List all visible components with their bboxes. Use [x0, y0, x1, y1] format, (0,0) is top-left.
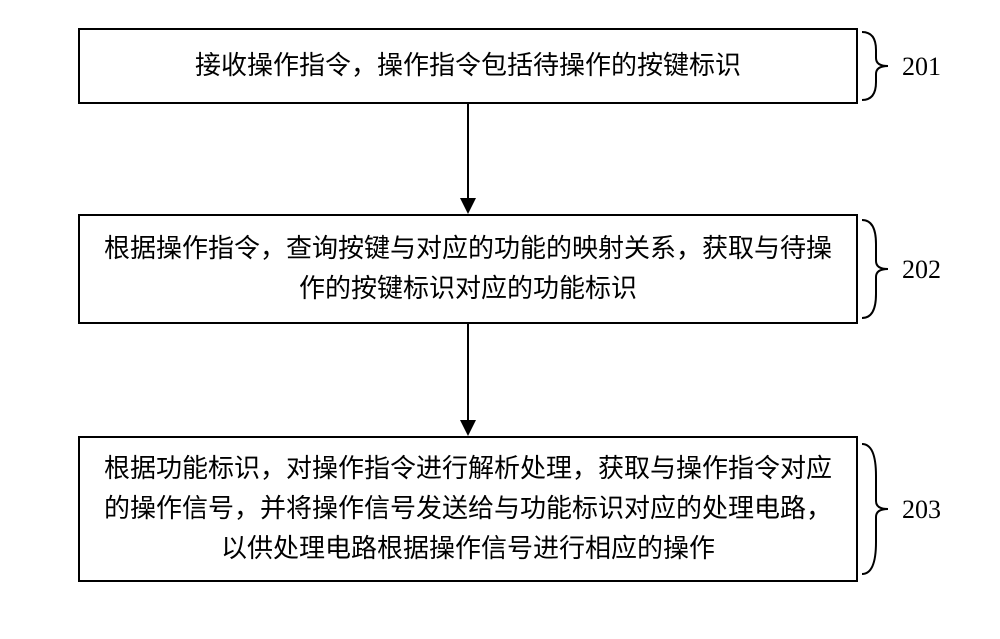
flow-node-1-text: 接收操作指令，操作指令包括待操作的按键标识	[195, 46, 741, 86]
flow-label-1: 201	[902, 52, 941, 82]
flow-node-2: 根据操作指令，查询按键与对应的功能的映射关系，获取与待操作的按键标识对应的功能标…	[78, 214, 858, 324]
flow-label-3: 203	[902, 495, 941, 525]
brace-1	[858, 28, 898, 104]
flow-label-2: 202	[902, 255, 941, 285]
flow-arrow-2	[456, 324, 480, 436]
brace-3	[858, 436, 898, 582]
flow-node-1: 接收操作指令，操作指令包括待操作的按键标识	[78, 28, 858, 104]
flow-node-3: 根据功能标识，对操作指令进行解析处理，获取与操作指令对应的操作信号，并将操作信号…	[78, 436, 858, 582]
flow-arrow-1	[456, 104, 480, 214]
flow-node-2-text: 根据操作指令，查询按键与对应的功能的映射关系，获取与待操作的按键标识对应的功能标…	[94, 229, 842, 310]
flowchart-canvas: 接收操作指令，操作指令包括待操作的按键标识 201 根据操作指令，查询按键与对应…	[0, 0, 1000, 639]
brace-2	[858, 214, 898, 324]
flow-node-3-text: 根据功能标识，对操作指令进行解析处理，获取与操作指令对应的操作信号，并将操作信号…	[94, 449, 842, 570]
